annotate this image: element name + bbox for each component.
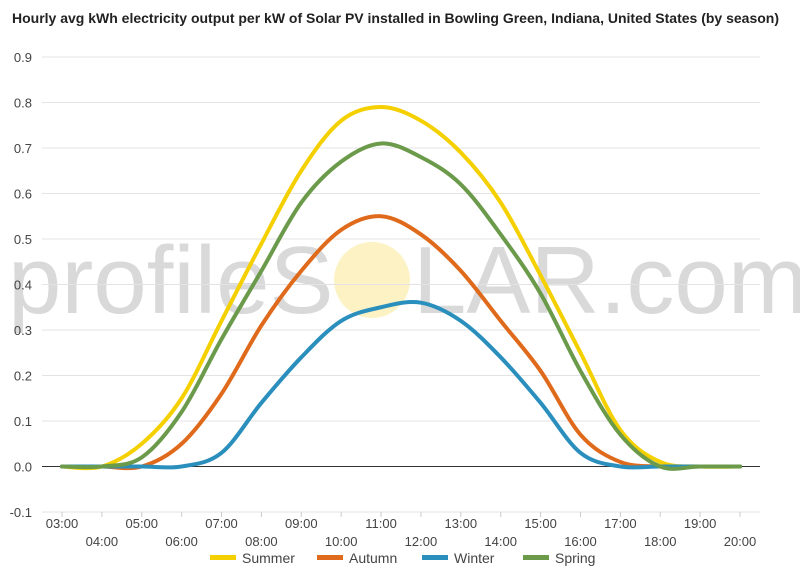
y-tick-label: 0.6	[14, 187, 32, 202]
chart-title: Hourly avg kWh electricity output per kW…	[12, 10, 780, 26]
watermark: profileS LAR.com	[8, 227, 800, 334]
x-tick-label: 15:00	[524, 516, 557, 531]
x-tick-label: 09:00	[285, 516, 318, 531]
x-tick-label: 08:00	[245, 534, 278, 549]
legend-swatch-summer	[210, 555, 236, 560]
x-tick-label: 13:00	[445, 516, 478, 531]
y-tick-label: 0.7	[14, 141, 32, 156]
y-tick-label: 0.0	[14, 460, 32, 475]
x-tick-label: 10:00	[325, 534, 358, 549]
x-tick-label: 14:00	[484, 534, 517, 549]
x-axis: 03:00 04:00 05:00 06:00 07:00 08:00 09:00 10:00…	[46, 512, 757, 549]
legend-swatch-winter	[422, 555, 448, 560]
x-tick-label: 19:00	[684, 516, 717, 531]
watermark-text-left: profileS	[8, 227, 334, 334]
legend: Summer Autumn Winter Spring	[210, 550, 595, 566]
x-tick-label: 16:00	[564, 534, 597, 549]
legend-label-summer: Summer	[242, 550, 295, 566]
x-tick-label: 11:00	[365, 516, 397, 531]
x-tick-label: 04:00	[86, 534, 119, 549]
y-tick-label: 0.2	[14, 369, 32, 384]
legend-label-spring: Spring	[555, 550, 595, 566]
series-lines	[60, 105, 742, 471]
series-line-spring	[60, 141, 742, 471]
y-axis: -0.1 0.0 0.1 0.2 0.3 0.4 0.5 0.6 0.7 0.8 0.9	[10, 50, 32, 520]
x-tick-label: 20:00	[724, 534, 757, 549]
x-tick-label: 12:00	[405, 534, 438, 549]
x-tick-label: 17:00	[604, 516, 637, 531]
series-line-summer	[60, 105, 742, 471]
watermark-text-right: LAR.com	[413, 227, 800, 334]
series-line-winter	[60, 300, 742, 470]
x-tick-label: 18:00	[644, 534, 677, 549]
legend-label-winter: Winter	[454, 550, 495, 566]
y-tick-label: 0.4	[14, 278, 32, 293]
gridlines	[42, 56, 760, 513]
watermark-sun-icon	[334, 242, 410, 318]
y-tick-label: 0.8	[14, 96, 32, 111]
legend-swatch-spring	[523, 555, 549, 560]
y-tick-label: 0.3	[14, 323, 32, 338]
y-tick-label: 0.1	[14, 414, 32, 429]
series-line-autumn	[60, 214, 742, 471]
y-tick-label: 0.9	[14, 50, 32, 65]
legend-swatch-autumn	[317, 555, 343, 560]
y-tick-label: -0.1	[10, 505, 32, 520]
x-tick-label: 05:00	[125, 516, 158, 531]
x-tick-label: 07:00	[205, 516, 238, 531]
legend-label-autumn: Autumn	[349, 550, 397, 566]
x-tick-label: 06:00	[165, 534, 198, 549]
x-tick-label: 03:00	[46, 516, 79, 531]
y-tick-label: 0.5	[14, 232, 32, 247]
